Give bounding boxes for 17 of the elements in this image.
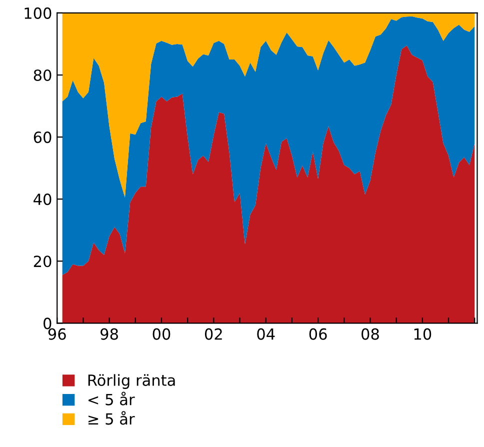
y-tick-label: 0: [44, 318, 52, 330]
y-tick-label: 20: [34, 256, 52, 268]
x-tick-label: 96: [48, 328, 66, 340]
y-tick-label: 100: [24, 7, 52, 19]
y-tick-label: 80: [34, 69, 52, 82]
x-tick-label: 98: [100, 328, 118, 340]
x-tick-label: 08: [362, 328, 379, 340]
y-tick-label: 40: [34, 194, 52, 206]
y-tick-label: 60: [34, 132, 52, 144]
legend-label: ≥ 5 år: [88, 411, 135, 425]
x-tick-label: 04: [257, 328, 275, 340]
legend-label: < 5 år: [88, 392, 135, 406]
x-tick-label: 00: [152, 328, 170, 340]
x-tick-label: 06: [309, 328, 327, 340]
legend-label: Rörlig ränta: [88, 374, 175, 389]
x-tick-label: 02: [204, 328, 222, 340]
x-tick-label: 10: [414, 328, 432, 340]
